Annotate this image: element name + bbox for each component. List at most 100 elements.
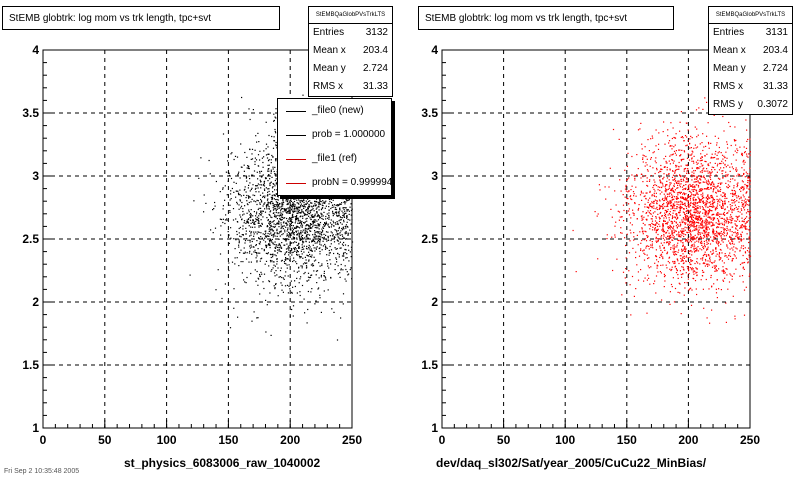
scatter-point <box>740 225 742 228</box>
scatter-point <box>348 273 350 275</box>
scatter-point <box>644 165 646 167</box>
scatter-point <box>341 227 343 230</box>
scatter-point <box>677 277 679 279</box>
scatter-point <box>747 177 749 179</box>
scatter-point <box>312 240 314 242</box>
scatter-point <box>680 257 682 260</box>
scatter-point <box>652 152 654 154</box>
scatter-point <box>663 173 665 175</box>
scatter-point <box>302 263 305 265</box>
scatter-point <box>334 269 336 271</box>
scatter-point <box>729 216 731 218</box>
scatter-point <box>669 241 671 243</box>
scatter-point <box>274 173 276 175</box>
scatter-point <box>703 167 705 169</box>
scatter-point <box>747 177 749 179</box>
scatter-point <box>626 211 628 213</box>
x-tick-label: 100 <box>157 433 177 447</box>
scatter-point <box>332 204 334 206</box>
scatter-point <box>676 270 678 272</box>
scatter-point <box>265 143 268 145</box>
scatter-point <box>244 186 246 188</box>
scatter-point <box>284 244 286 246</box>
scatter-point <box>340 269 342 271</box>
scatter-point <box>238 208 240 210</box>
scatter-point <box>714 169 716 171</box>
scatter-point <box>701 244 703 246</box>
scatter-point <box>659 245 661 247</box>
scatter-point <box>255 220 257 223</box>
scatter-point <box>656 264 658 266</box>
scatter-point <box>693 222 695 224</box>
scatter-point <box>210 229 212 231</box>
scatter-point <box>725 151 727 153</box>
scatter-point <box>307 207 309 209</box>
scatter-point <box>282 207 284 210</box>
scatter-point <box>264 211 267 213</box>
scatter-point <box>280 227 282 230</box>
scatter-point <box>746 155 748 157</box>
scatter-point <box>743 221 745 223</box>
scatter-point <box>267 180 269 182</box>
scatter-point <box>271 238 273 241</box>
scatter-point <box>276 195 279 197</box>
scatter-point <box>693 209 695 211</box>
scatter-point <box>263 239 265 241</box>
scatter-point <box>731 202 733 204</box>
scatter-point <box>319 265 321 267</box>
scatter-point <box>272 253 274 255</box>
scatter-point <box>273 120 275 122</box>
scatter-point <box>322 202 324 204</box>
scatter-point <box>633 175 635 177</box>
scatter-point <box>291 196 293 198</box>
scatter-point <box>238 242 240 244</box>
scatter-point <box>669 182 671 184</box>
scatter-point <box>248 196 250 198</box>
scatter-point <box>235 182 237 184</box>
scatter-point <box>346 198 348 200</box>
scatter-point <box>697 262 699 264</box>
scatter-point <box>270 225 272 227</box>
scatter-point <box>312 225 314 227</box>
scatter-point <box>693 251 696 253</box>
scatter-point <box>631 174 633 176</box>
scatter-point <box>705 255 708 257</box>
scatter-point <box>203 211 205 213</box>
scatter-point <box>341 202 343 204</box>
scatter-point <box>701 156 703 158</box>
scatter-point <box>667 235 669 237</box>
scatter-point <box>620 227 622 229</box>
scatter-point <box>722 177 724 179</box>
scatter-point <box>271 253 273 255</box>
scatter-point <box>666 189 668 191</box>
scatter-point <box>278 226 280 228</box>
scatter-point <box>276 208 279 210</box>
scatter-point <box>667 188 669 190</box>
scatter-point <box>270 240 272 242</box>
scatter-point <box>730 222 732 224</box>
scatter-point <box>280 210 282 212</box>
scatter-point <box>718 169 721 171</box>
scatter-point <box>274 216 276 218</box>
scatter-point <box>330 219 332 221</box>
scatter-point <box>727 247 729 249</box>
scatter-point <box>682 230 684 232</box>
scatter-point <box>305 210 307 212</box>
scatter-point <box>740 235 742 237</box>
scatter-point <box>277 199 279 201</box>
scatter-point <box>747 138 749 141</box>
scatter-point <box>663 202 665 205</box>
scatter-point <box>228 172 230 174</box>
scatter-point <box>697 162 699 164</box>
scatter-point <box>693 174 695 177</box>
scatter-point <box>666 174 668 176</box>
scatter-point <box>697 167 699 169</box>
scatter-point <box>281 196 283 198</box>
scatter-point <box>630 189 632 191</box>
scatter-point <box>710 172 712 174</box>
scatter-point <box>292 201 294 204</box>
scatter-point <box>630 314 632 316</box>
scatter-point <box>316 246 318 248</box>
scatter-point <box>700 153 702 155</box>
scatter-point <box>332 210 334 212</box>
